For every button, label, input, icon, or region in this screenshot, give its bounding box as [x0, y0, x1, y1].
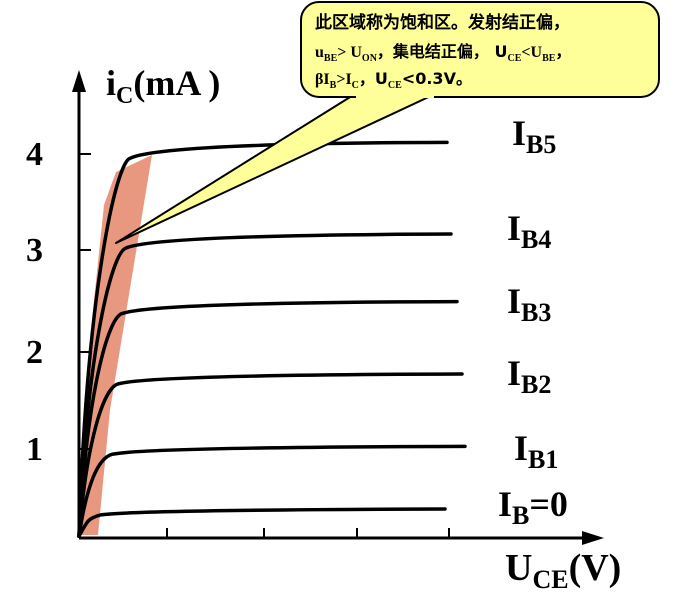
x-axis-label: UCE(V) [505, 547, 621, 594]
y-tick-label: 4 [26, 136, 43, 173]
curve-ib1 [77, 444, 467, 538]
y-tick-label: 1 [26, 431, 43, 468]
curve-ib4 [77, 232, 453, 538]
callout-box [300, 1, 660, 98]
saturation-callout: 此区域称为饱和区。发射结正偏， uBE> UON，集电结正偏， UCE<UBE，… [115, 1, 660, 244]
y-tick-label: 2 [26, 334, 43, 371]
callout-line-1: 此区域称为饱和区。发射结正偏， [315, 12, 570, 33]
curve-label-ib5: IB5 [512, 113, 556, 159]
callout-pointer [115, 93, 436, 244]
y-tick-label: 3 [26, 232, 43, 269]
saturation-region [79, 155, 152, 535]
curve-ib0 [77, 507, 447, 538]
y-axis-label: iC(mA ) [106, 63, 220, 109]
curve-label-ib3: IB3 [507, 281, 551, 327]
curve-label-ib1: IB1 [514, 428, 558, 474]
curve-label-ib2: IB2 [507, 353, 551, 399]
callout-seam-cover [356, 92, 434, 98]
callout-line-2: uBE> UON，集电结正偏， UCE<UBE， [315, 42, 571, 64]
curve-ib3 [77, 299, 459, 538]
callout-line-3: βIB>IC，UCE<0.3V。 [315, 69, 472, 91]
curve-label-ib0: IB=0 [498, 484, 568, 530]
y-axis-arrow [72, 70, 86, 92]
x-axis-arrow [582, 531, 604, 545]
curve-label-ib4: IB4 [507, 208, 551, 254]
curve-ib2 [77, 372, 464, 538]
